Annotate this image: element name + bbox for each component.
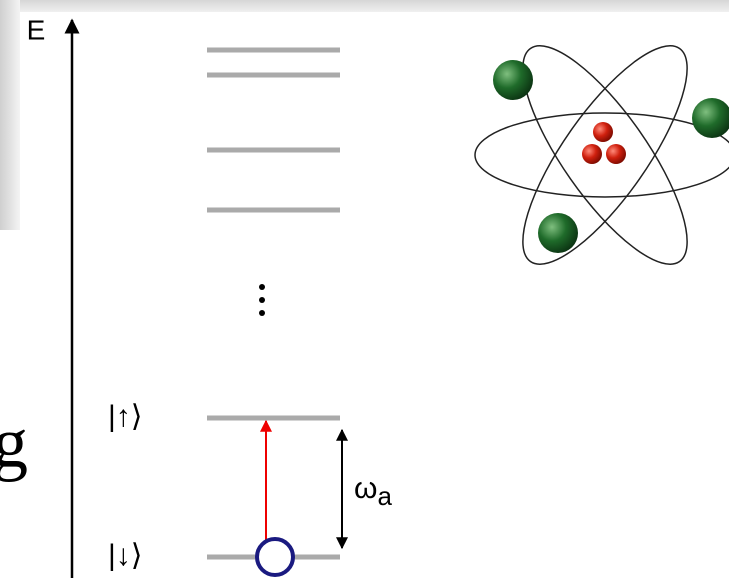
orbit [496,24,714,285]
page: g E |↑⟩ |↓⟩ ωa (() => { const data = JSO… [0,0,729,585]
subscript: a [377,481,392,511]
state-ground: |↓⟩ [108,539,143,572]
slide-bg-top [0,0,729,12]
levels [207,50,340,557]
transition-label: ωa [354,472,392,511]
omega: ω [354,472,377,505]
ellipsis [259,284,265,316]
dot [259,284,265,290]
orbit [496,24,714,285]
dot [259,310,265,316]
electron-ball [692,98,729,138]
diagram: g E |↑⟩ |↓⟩ ωa [0,0,729,585]
electron [257,539,293,575]
background-text: g [0,403,28,483]
slide-bg-left [0,0,20,230]
dot [259,297,265,303]
nucleon [606,144,626,164]
nucleon [582,144,602,164]
nucleon [593,122,613,142]
electron-ball [493,60,533,100]
state-excited: |↑⟩ [108,400,143,433]
axis-label: E [27,14,46,45]
electron-ball [538,213,578,253]
